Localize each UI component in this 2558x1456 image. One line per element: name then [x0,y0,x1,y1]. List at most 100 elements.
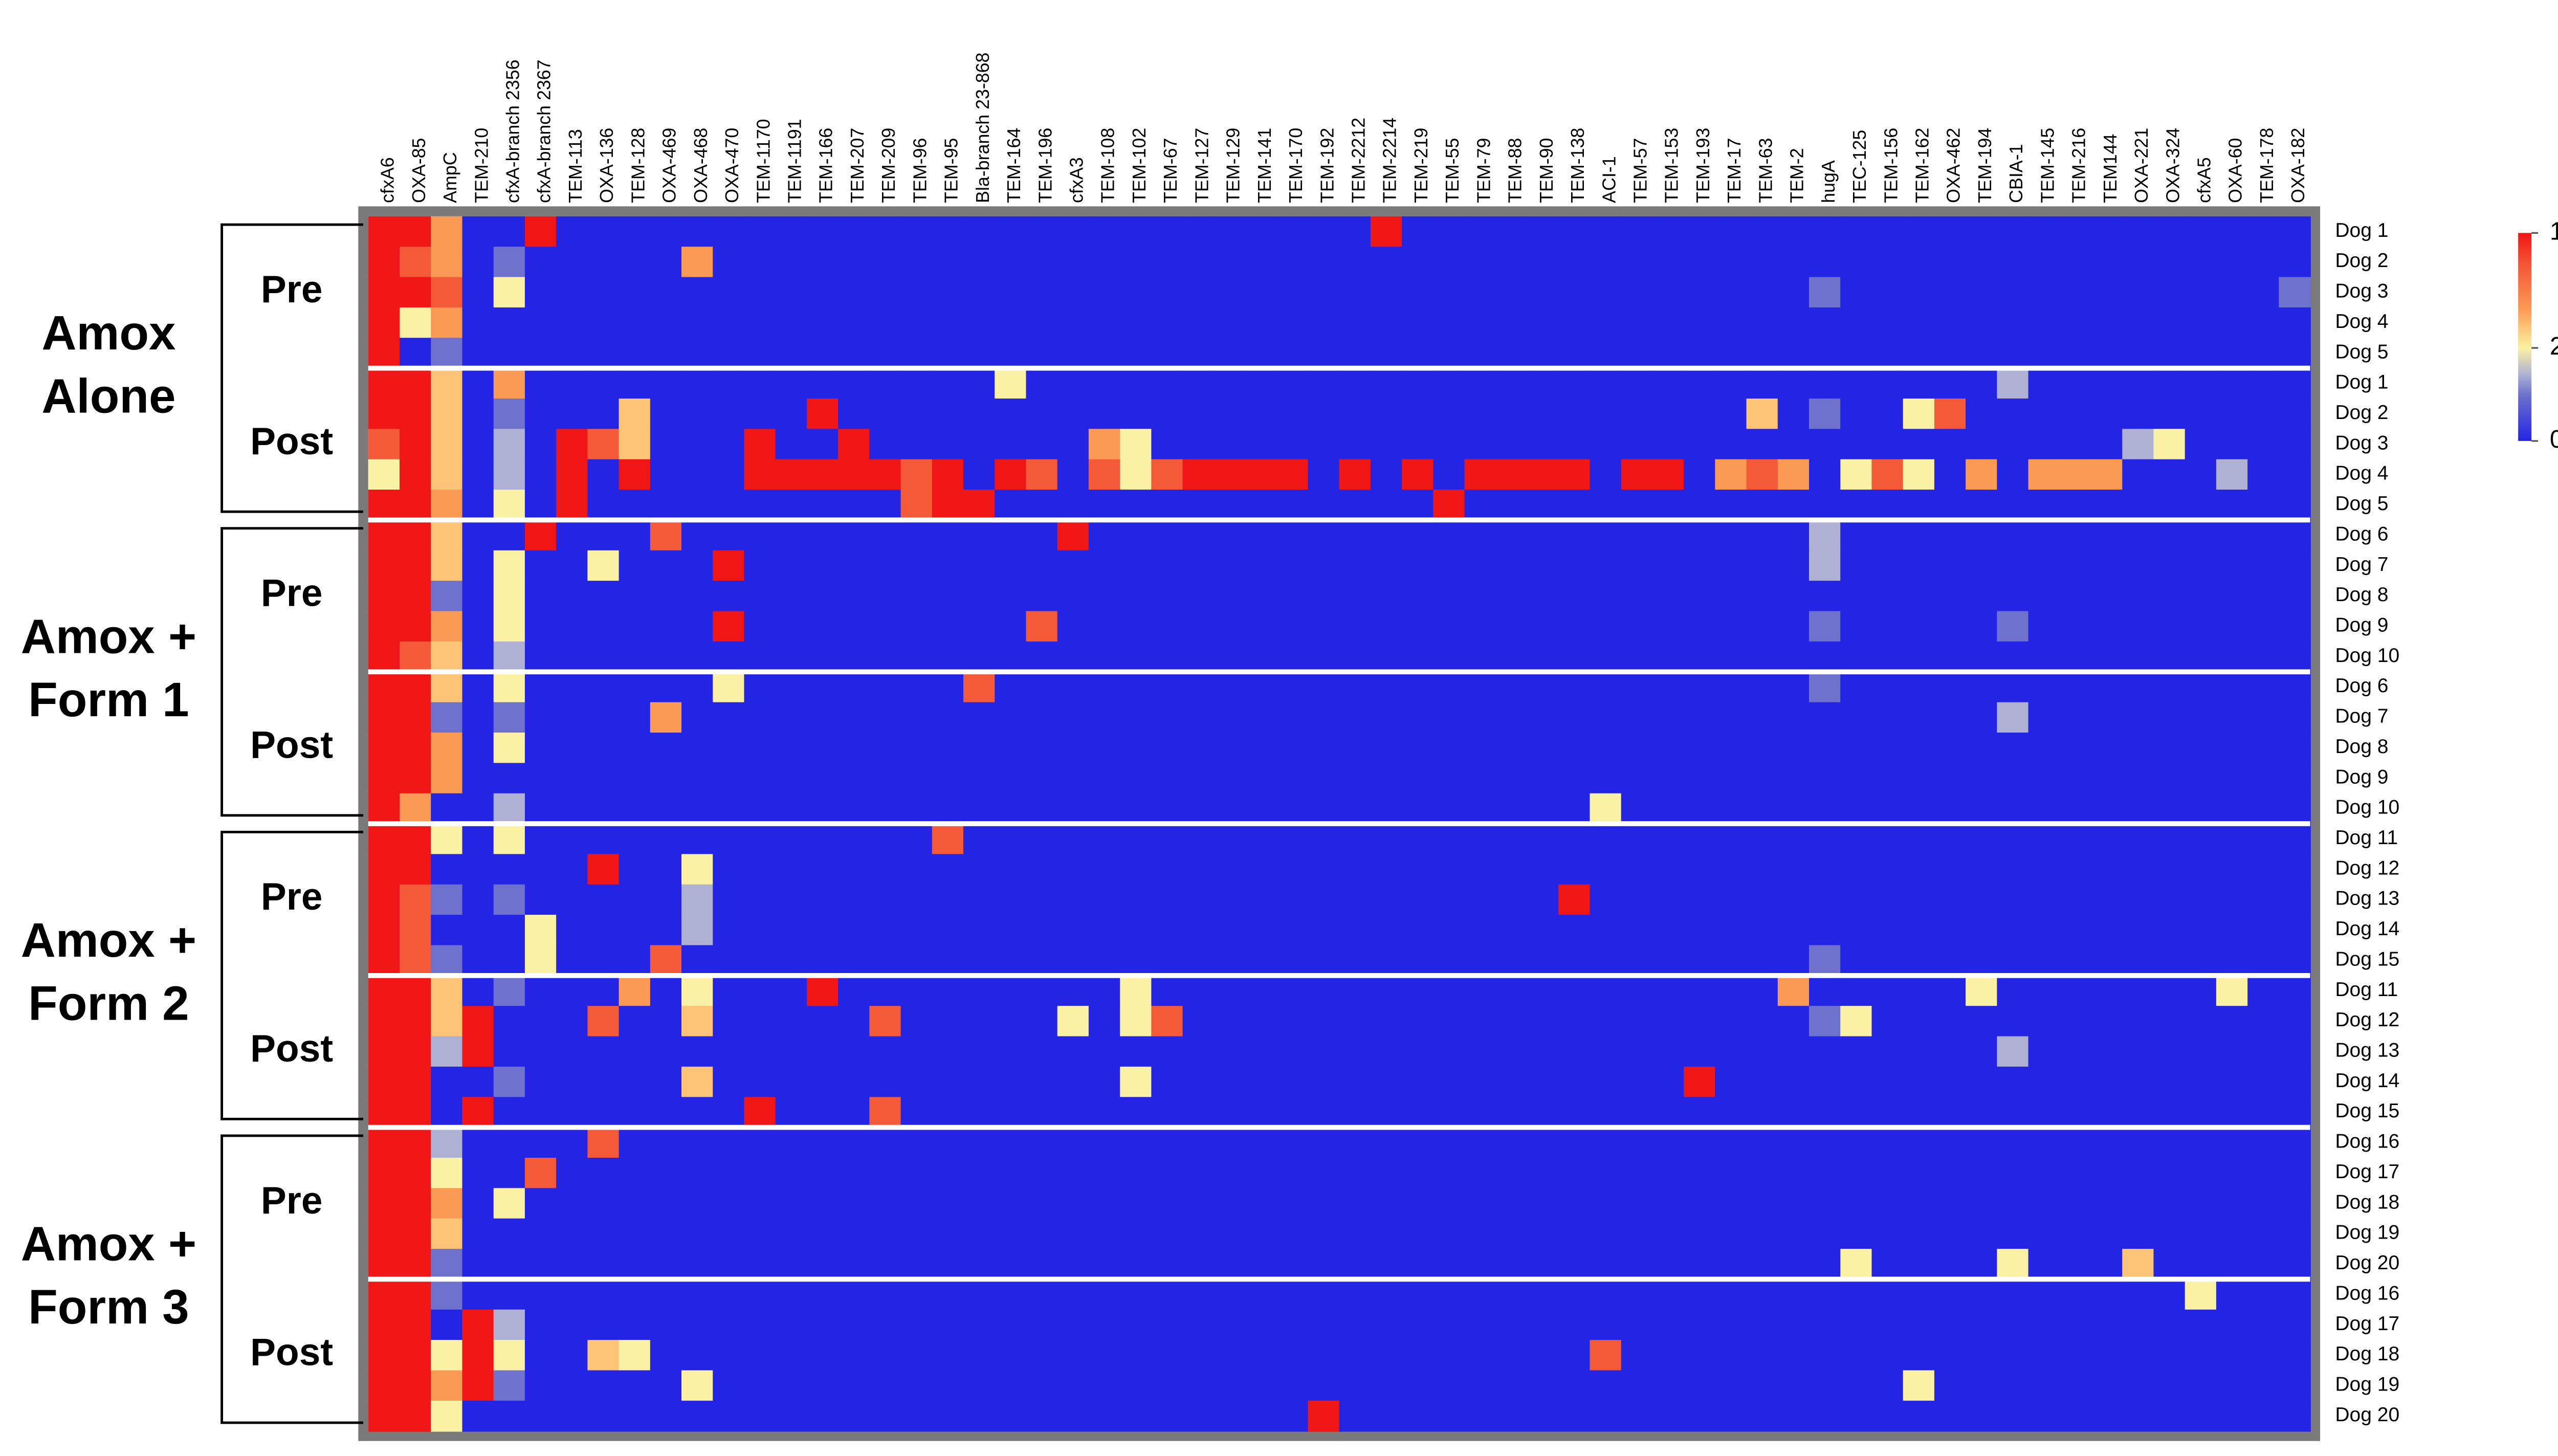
row-label: Dog 8 [2335,584,2388,606]
heatmap-cell [963,732,996,764]
heatmap-cell [1276,1218,1309,1250]
heatmap-cell [619,641,651,673]
heatmap-cell [1026,338,1058,369]
heatmap-cell [1621,854,1653,886]
heatmap-cell [1370,1066,1403,1098]
heatmap-cell [524,1066,557,1098]
heatmap-cell [1120,824,1152,855]
heatmap-cell [995,216,1027,248]
heatmap-cell [650,550,682,582]
heatmap-cell [744,672,776,703]
heatmap-cell [995,641,1027,673]
heatmap-cell [838,641,870,673]
colorbar-tick-label: 100 [2550,217,2558,245]
heatmap-cell [1245,945,1277,977]
heatmap-cell [1276,1249,1309,1280]
heatmap-cell [2059,611,2092,643]
heatmap-cell [587,1066,620,1098]
heatmap-cell [1182,793,1215,825]
heatmap-cell [932,763,964,794]
heatmap-cell [368,398,401,430]
heatmap-cell [1402,1188,1434,1219]
heatmap-cell [2091,550,2123,582]
heatmap-cell [838,884,870,916]
heatmap-cell [524,307,557,339]
heatmap-cell [1245,1400,1277,1432]
heatmap-cell [2059,1218,2092,1250]
heatmap-cell [587,247,620,278]
heatmap-cell [1026,672,1058,703]
heatmap-cell [400,854,432,886]
heatmap-cell [2185,884,2217,916]
heatmap-cell [1433,1127,1465,1159]
heatmap-cell [2059,1006,2092,1037]
heatmap-cell [1558,1036,1591,1068]
heatmap-cell [2122,945,2154,977]
heatmap-cell [650,611,682,643]
heatmap-cell [1026,641,1058,673]
heatmap-cell [368,581,401,612]
heatmap-cell [932,307,964,339]
heatmap-cell [587,854,620,886]
heatmap-cell [2028,1309,2061,1341]
heatmap-cell [1871,611,1904,643]
heatmap-cell [1339,884,1372,916]
heatmap-cell [400,915,432,946]
heatmap-cell [1245,1097,1277,1128]
heatmap-cell [2122,581,2154,612]
heatmap-cell [963,945,996,977]
heatmap-cell [1746,550,1779,582]
heatmap-cell [806,459,839,491]
column-label: TEM-162 [1912,128,1932,203]
heatmap-cell [1026,1340,1058,1371]
heatmap-cell [963,1218,996,1250]
heatmap-cell [619,490,651,521]
heatmap-cell [681,490,714,521]
heatmap-cell [462,763,494,794]
heatmap-cell [556,581,588,612]
heatmap-cell [1903,247,1935,278]
heatmap-cell [1339,581,1372,612]
heatmap-cell [2091,1400,2123,1432]
heatmap-cell [1652,975,1685,1007]
heatmap-cell [1809,490,1841,521]
heatmap-cell [1402,459,1434,491]
heatmap-cell [1026,611,1058,643]
heatmap-cell [838,915,870,946]
heatmap-cell [2279,550,2311,582]
heatmap-cell [681,1340,714,1371]
heatmap-cell [400,520,432,551]
heatmap-cell [1684,550,1716,582]
heatmap-cell [1684,459,1716,491]
heatmap-cell [2185,1370,2217,1402]
heatmap-cell [556,1036,588,1068]
heatmap-cell [368,1400,401,1432]
heatmap-cell [681,1370,714,1402]
heatmap-cell [2059,459,2092,491]
heatmap-cell [1464,1218,1497,1250]
heatmap-cell [1245,307,1277,339]
heatmap-cell [2279,307,2311,339]
heatmap-cell [932,793,964,825]
heatmap-cell [806,793,839,825]
heatmap-cell [368,763,401,794]
heatmap-cell [1590,824,1622,855]
heatmap-cell [1464,459,1497,491]
heatmap-cell [1245,1188,1277,1219]
heatmap-cell [1966,307,1998,339]
heatmap-cell [838,702,870,734]
heatmap-cell [2279,975,2311,1007]
heatmap-cell [431,945,463,977]
heatmap-cell [431,1006,463,1037]
heatmap-cell [1433,1218,1465,1250]
heatmap-cell [681,277,714,308]
heatmap-cell [900,581,933,612]
heatmap-cell [431,1188,463,1219]
heatmap-cell [1088,1218,1121,1250]
heatmap-cell [1777,641,1810,673]
heatmap-cell [1214,520,1246,551]
heatmap-cell [1433,1249,1465,1280]
heatmap-cell [368,1309,401,1341]
heatmap-cell [1590,1370,1622,1402]
heatmap-cell [1871,854,1904,886]
